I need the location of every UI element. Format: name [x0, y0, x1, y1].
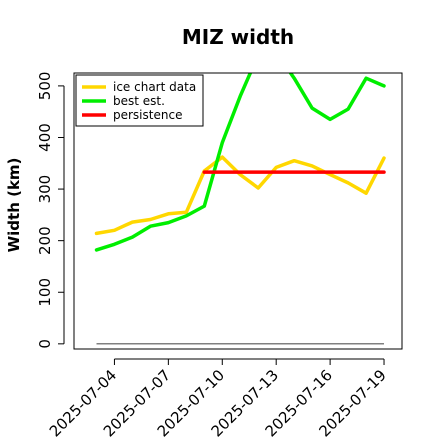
legend-label-0: ice chart data	[113, 80, 196, 94]
chart-title: MIZ width	[182, 25, 294, 49]
y-tick-label-5: 500	[36, 72, 54, 101]
plot-frame	[73, 72, 403, 350]
y-axis-label: Width (km)	[5, 158, 23, 253]
y-tick-label-0: 0	[36, 339, 54, 349]
legend-label-2: persistence	[113, 108, 182, 122]
series-line-0	[94, 155, 386, 236]
y-tick-label-4: 400	[36, 123, 54, 152]
series-line-1	[94, 73, 386, 252]
y-tick-label-1: 100	[36, 278, 54, 307]
y-tick-label-3: 300	[36, 175, 54, 204]
axes-layer: 01002003004005002025-07-042025-07-072025…	[36, 72, 403, 440]
y-tick-label-2: 200	[36, 226, 54, 255]
legend-label-1: best est.	[113, 94, 165, 108]
series-layer	[94, 73, 386, 345]
